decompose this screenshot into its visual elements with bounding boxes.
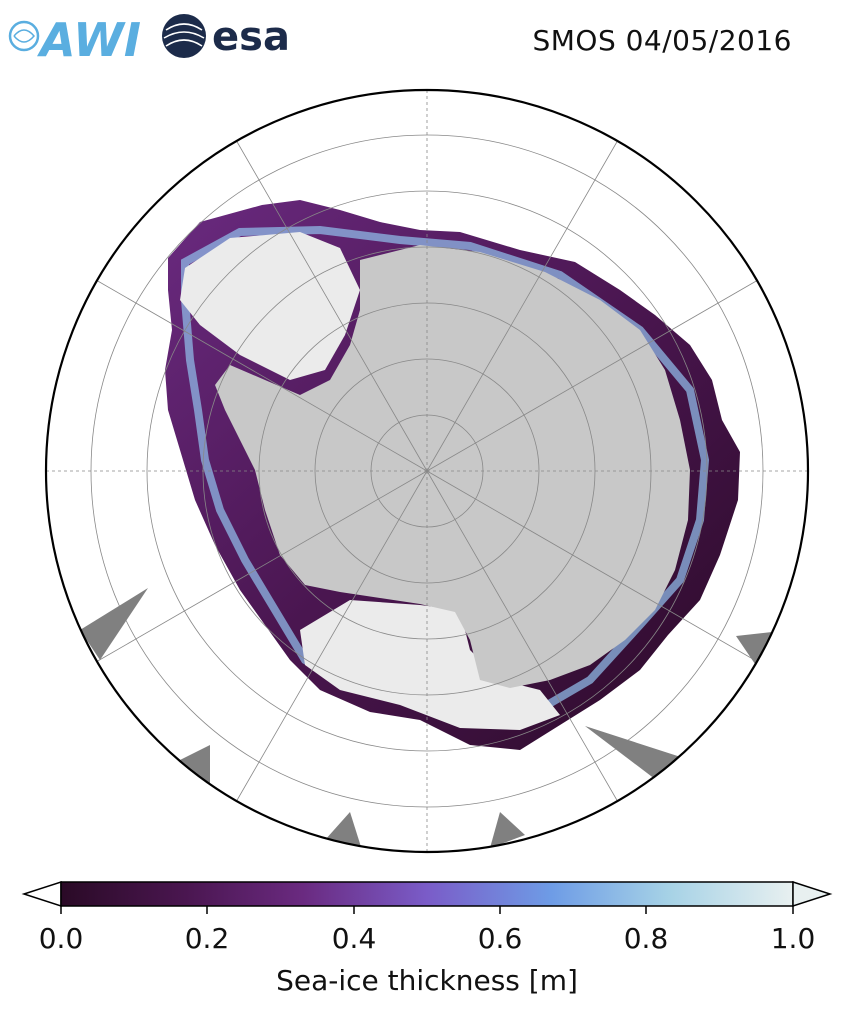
ice-shelf-weddell — [180, 232, 360, 380]
esa-logo-text: esa — [212, 14, 290, 60]
esa-logo: esa — [162, 14, 290, 60]
colorbar-ticks — [60, 906, 794, 914]
awi-logo-text: AWI — [37, 13, 141, 66]
colorbar-label: Sea-ice thickness [m] — [276, 964, 578, 997]
colorbar-tick-label: 0.4 — [331, 922, 377, 955]
colorbar-extend-high — [792, 880, 833, 908]
colorbar-tick-label: 0.2 — [184, 922, 230, 955]
colorbar-ramp — [60, 881, 794, 907]
colorbar-extend-low — [21, 880, 62, 908]
meridians — [46, 90, 808, 852]
map-boundary — [44, 88, 810, 854]
colorbar-tick-label: 0.0 — [38, 922, 84, 955]
logos: AWI esa — [8, 13, 290, 66]
colorbar-tick-label: 1.0 — [770, 922, 816, 955]
colorbar-tick-label: 0.8 — [623, 922, 669, 955]
polar-map — [44, 88, 810, 854]
colorbar — [21, 880, 833, 914]
map-title: SMOS 04/05/2016 — [532, 24, 792, 57]
ice-shelf-ross — [300, 600, 560, 730]
antarctic-land — [215, 245, 690, 688]
colorbar-tick-label: 0.6 — [477, 922, 523, 955]
awi-logo: AWI — [8, 13, 141, 66]
no-data-wedges — [80, 588, 772, 850]
sea-ice-fringe — [181, 225, 710, 727]
